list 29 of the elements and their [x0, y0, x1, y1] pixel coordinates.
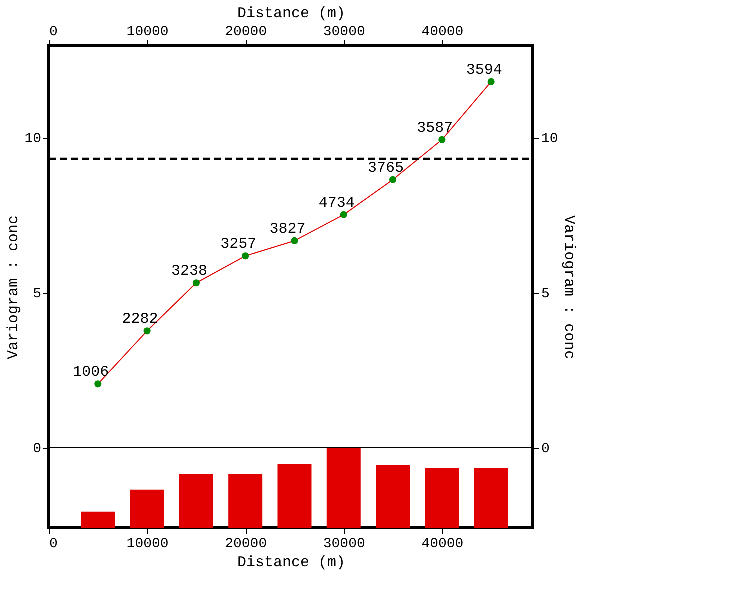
y-axis-title: Variogram : conc — [6, 215, 23, 360]
x-tick-label: 0 — [50, 24, 58, 40]
y2-tick-label: 0 — [542, 442, 550, 458]
y-tick-label: 10 — [24, 132, 42, 148]
annotation: 3594 — [466, 62, 502, 79]
x-tick-label: 20000 — [225, 24, 268, 40]
y-tick-label: 5 — [33, 286, 42, 303]
annotation: 2282 — [122, 311, 158, 328]
x-tick-label: 30000 — [323, 24, 366, 40]
annotation: 3765 — [368, 160, 404, 177]
x2-tick-label: 30000 — [323, 536, 366, 552]
x-tick-label: 40000 — [422, 24, 464, 40]
x-tick-label: 10000 — [126, 24, 169, 40]
x2-tick-label: 10000 — [126, 536, 169, 552]
x2-axis-title: Distance (m) — [237, 6, 346, 22]
y2-axis-title: Variogram : conc — [560, 215, 578, 360]
annotation: 3827 — [270, 220, 306, 238]
x-axis-title: Distance (m) — [237, 554, 346, 572]
annotation: 3238 — [171, 263, 208, 280]
annotation: 3587 — [417, 120, 454, 137]
annotation: 1006 — [73, 364, 110, 382]
x2-tick-label: 40000 — [422, 536, 464, 552]
y-tick-label: 0 — [33, 442, 42, 458]
x2-tick-label: 20000 — [225, 536, 268, 552]
x2-tick-label: 0 — [50, 536, 58, 552]
y2-tick-label: 10 — [542, 132, 558, 148]
annotation: 4734 — [318, 194, 355, 212]
y2-tick-label: 5 — [542, 286, 550, 303]
annotation: 3257 — [220, 236, 257, 254]
